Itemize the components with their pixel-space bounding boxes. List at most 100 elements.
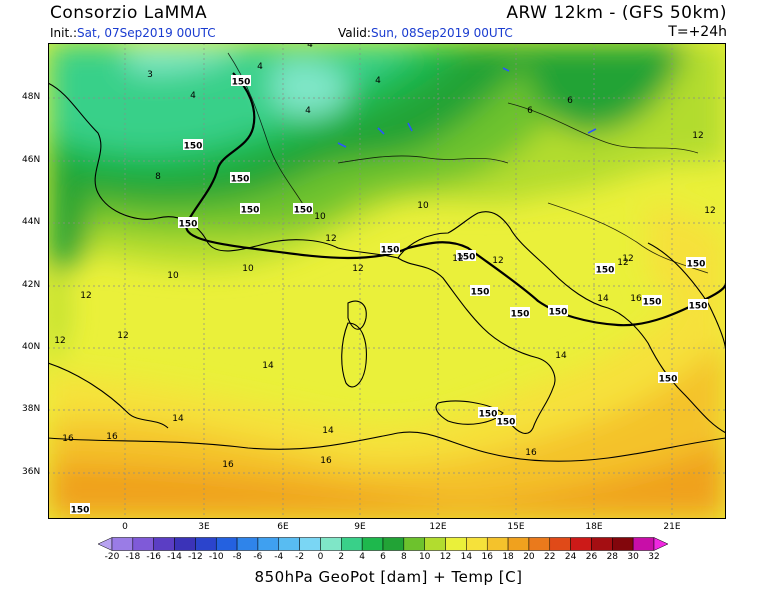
temperature-label: 6 (567, 96, 573, 106)
temperature-label: 12 (54, 336, 65, 346)
lon-label: 9E (354, 522, 366, 532)
colorbar-tick: -12 (188, 552, 203, 562)
colorbar-cell (612, 537, 634, 551)
temperature-label: 14 (322, 426, 334, 436)
geopotential-label-bg (595, 263, 615, 274)
colorbar-cell (195, 537, 217, 551)
temperature-label: 16 (320, 456, 332, 466)
colorbar-tick: 12 (439, 552, 452, 562)
colorbar-tick: -14 (167, 552, 182, 562)
geopotential-label: 150 (659, 375, 678, 385)
geopotential-label-bg (658, 372, 678, 383)
colorbar-tick: 30 (627, 552, 639, 562)
colorbar-cell (570, 537, 592, 551)
valid-label: Valid: (338, 26, 371, 40)
geopotential-label-bg (470, 285, 490, 296)
geopotential-label: 150 (497, 418, 516, 428)
colorbar-cell (445, 537, 467, 551)
colorbar-tick: 2 (338, 552, 345, 562)
temperature-label: 8 (155, 172, 161, 182)
temperature-label: 14 (172, 414, 184, 424)
temperature-label: 12 (622, 254, 633, 264)
geopotential-label-bg (688, 299, 708, 310)
temperature-label: 12 (492, 256, 503, 266)
geopotential-label-bg (178, 217, 198, 228)
geopotential-label-bg (548, 305, 568, 316)
geopotential-label: 150 (231, 175, 250, 185)
colorbar-tick: 26 (585, 552, 598, 562)
colorbar-cell (278, 537, 300, 551)
lat-label: 48N (22, 92, 41, 102)
colorbar-tick: 14 (460, 552, 473, 562)
colorbar-cell (507, 537, 530, 551)
geopotential-label-bg (70, 503, 90, 514)
colorbar-tick: 24 (564, 552, 577, 562)
colorbar-cell (632, 537, 655, 551)
colorbar-tick: 10 (418, 552, 431, 562)
geopotential-label-bg (686, 257, 706, 268)
colorbar-cell (236, 537, 259, 551)
colorbar-cell (424, 537, 446, 551)
colorbar-tick: 18 (502, 552, 514, 562)
colorbar-tick: -16 (146, 552, 162, 562)
colorbar-cell (111, 537, 134, 551)
geopotential-label-bg (380, 243, 400, 254)
temperature-label: 16 (525, 448, 537, 458)
temperature-label: 12 (452, 254, 463, 264)
temperature-label: 4 (307, 43, 313, 50)
temperature-label: 3 (147, 70, 153, 80)
colorbar-cell (132, 537, 154, 551)
lon-label: 0 (122, 522, 128, 532)
lat-label: 42N (22, 280, 41, 290)
geopotential-label-bg (496, 415, 516, 426)
geopotential-label: 150 (294, 206, 313, 216)
org-title: Consorzio LaMMA (50, 3, 208, 23)
geopotential-label-bg (230, 172, 250, 183)
colorbar-cell (403, 537, 425, 551)
lat-label: 40N (22, 342, 41, 352)
map-frame (48, 43, 726, 519)
geopotential-label: 150 (457, 253, 476, 263)
geopotential-label: 150 (241, 206, 260, 216)
lon-label: 18E (585, 522, 603, 532)
temperature-label: 12 (704, 206, 715, 216)
lon-label: 12E (429, 522, 447, 532)
temperature-label: 16 (222, 460, 234, 470)
temperature-label: 4 (305, 106, 311, 116)
geopotential-label: 150 (549, 308, 568, 318)
geopotential-label-bg (642, 295, 662, 306)
colorbar-tick: 28 (606, 552, 619, 562)
init-time: Init.:Sat, 07Sep2019 00UTC (50, 26, 216, 40)
temperature-label: 16 (62, 434, 74, 444)
geopotential-label: 150 (232, 78, 251, 88)
geopotential-label: 150 (71, 506, 90, 516)
geopotential-label: 150 (381, 246, 400, 256)
geopotential-label-bg (293, 203, 313, 214)
lakes (337, 67, 597, 148)
geopotential-label: 150 (596, 266, 615, 276)
geopotential-label-bg (478, 407, 498, 418)
geopotential-label: 150 (643, 298, 662, 308)
lon-label: 15E (507, 522, 525, 532)
colorbar-tick: 16 (481, 552, 493, 562)
geopotential-label: 150 (689, 302, 708, 312)
lon-label: 3E (198, 522, 210, 532)
lat-label: 44N (22, 217, 41, 227)
lat-label: 46N (22, 155, 41, 165)
colorbar-cell (653, 537, 668, 551)
temperature-label: 12 (692, 131, 703, 141)
temperature-label: 14 (555, 351, 567, 361)
temperature-label: 14 (597, 294, 609, 304)
geopotential-label-bg (510, 307, 530, 318)
temperature-label: 6 (527, 106, 533, 116)
geopotential-label: 150 (511, 310, 530, 320)
colorbar-tick: -6 (253, 552, 263, 562)
colorbar-tick: 8 (400, 552, 407, 562)
colorbar-cell (98, 537, 113, 551)
lat-label: 38N (22, 404, 41, 414)
colorbar-cell (486, 537, 509, 551)
colorbar-tick: 20 (523, 552, 535, 562)
